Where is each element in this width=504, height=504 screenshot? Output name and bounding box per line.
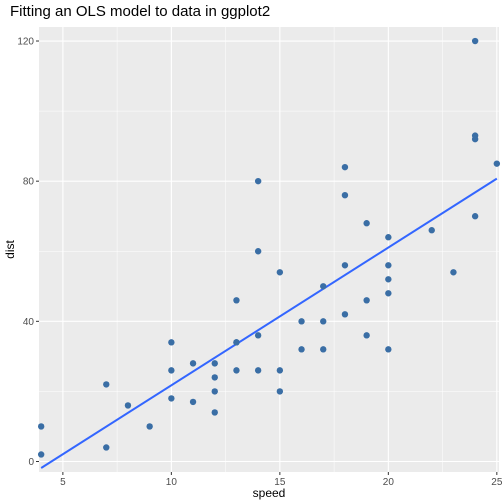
plot-panel [39, 27, 499, 472]
data-point [385, 276, 392, 283]
fit-layer [40, 177, 498, 469]
data-point [428, 227, 435, 234]
data-point [168, 395, 175, 402]
y-axis-label: dist [3, 240, 17, 259]
data-point [124, 402, 132, 409]
x-tick-label: 5 [60, 477, 66, 488]
data-point [103, 381, 110, 388]
data-point [298, 318, 305, 325]
ols-fit-line [40, 177, 498, 469]
data-point [211, 374, 218, 381]
data-point [146, 423, 153, 430]
data-point [450, 269, 457, 276]
data-point [341, 311, 349, 318]
x-axis-ticks: 5 10 15 20 25 [60, 472, 503, 488]
data-point [385, 290, 392, 297]
data-point [189, 360, 197, 367]
points-layer [37, 37, 501, 458]
data-point [103, 444, 110, 451]
data-point [211, 388, 218, 395]
data-point [254, 248, 262, 255]
data-point [233, 367, 240, 374]
data-point [471, 37, 479, 45]
data-point [320, 283, 327, 290]
data-point [341, 262, 349, 269]
y-tick-label: 0 [28, 457, 34, 468]
data-point [211, 409, 218, 416]
data-point [168, 339, 175, 346]
data-point [276, 367, 284, 374]
data-point [471, 132, 479, 139]
y-axis-ticks: 0 40 80 120 [17, 37, 39, 468]
data-point [254, 332, 262, 339]
data-point [298, 346, 305, 353]
data-point [341, 191, 349, 199]
data-point [211, 360, 218, 367]
y-tick-label: 80 [23, 177, 35, 188]
data-point [493, 160, 501, 167]
data-point [168, 367, 175, 374]
data-point [471, 213, 479, 220]
data-point [363, 297, 370, 304]
data-point [37, 451, 45, 458]
data-point [254, 177, 262, 185]
data-point [233, 339, 240, 346]
data-point [320, 346, 327, 353]
grid-minor [39, 27, 499, 472]
data-point [276, 388, 284, 395]
data-point [363, 332, 370, 339]
data-point [276, 269, 284, 276]
data-point [385, 234, 392, 241]
data-point [37, 423, 45, 430]
x-tick-label: 15 [274, 477, 286, 488]
x-tick-label: 25 [491, 477, 503, 488]
data-point [363, 220, 370, 227]
data-point [341, 163, 349, 171]
chart-title: Fitting an OLS model to data in ggplot2 [10, 3, 270, 20]
data-point [189, 398, 197, 406]
data-point [254, 367, 262, 374]
x-tick-label: 10 [166, 477, 178, 488]
x-axis-label: speed [253, 486, 286, 500]
grid-major [39, 27, 499, 472]
data-point [233, 297, 240, 304]
y-tick-label: 40 [23, 317, 35, 328]
y-tick-label: 120 [17, 37, 34, 48]
data-point [385, 346, 392, 353]
data-point [385, 262, 392, 269]
x-tick-label: 20 [383, 477, 395, 488]
data-point [320, 318, 327, 325]
